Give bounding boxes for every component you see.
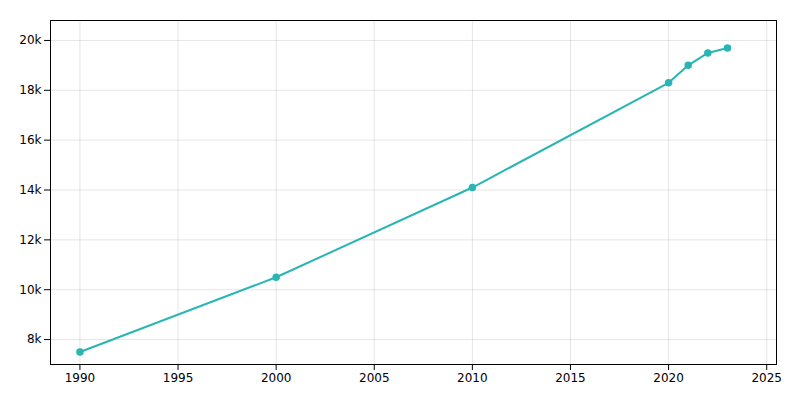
- svg-text:2020: 2020: [653, 371, 684, 385]
- svg-text:10k: 10k: [19, 283, 41, 297]
- svg-text:2025: 2025: [751, 371, 782, 385]
- svg-text:16k: 16k: [19, 133, 41, 147]
- svg-text:2005: 2005: [359, 371, 390, 385]
- svg-text:1990: 1990: [65, 371, 96, 385]
- svg-text:2015: 2015: [555, 371, 586, 385]
- svg-text:12k: 12k: [19, 233, 41, 247]
- svg-text:18k: 18k: [19, 83, 41, 97]
- svg-text:20k: 20k: [19, 33, 41, 47]
- svg-text:2010: 2010: [457, 371, 488, 385]
- svg-text:2000: 2000: [261, 371, 292, 385]
- svg-text:1995: 1995: [163, 371, 194, 385]
- svg-text:14k: 14k: [19, 183, 41, 197]
- svg-text:8k: 8k: [27, 332, 42, 346]
